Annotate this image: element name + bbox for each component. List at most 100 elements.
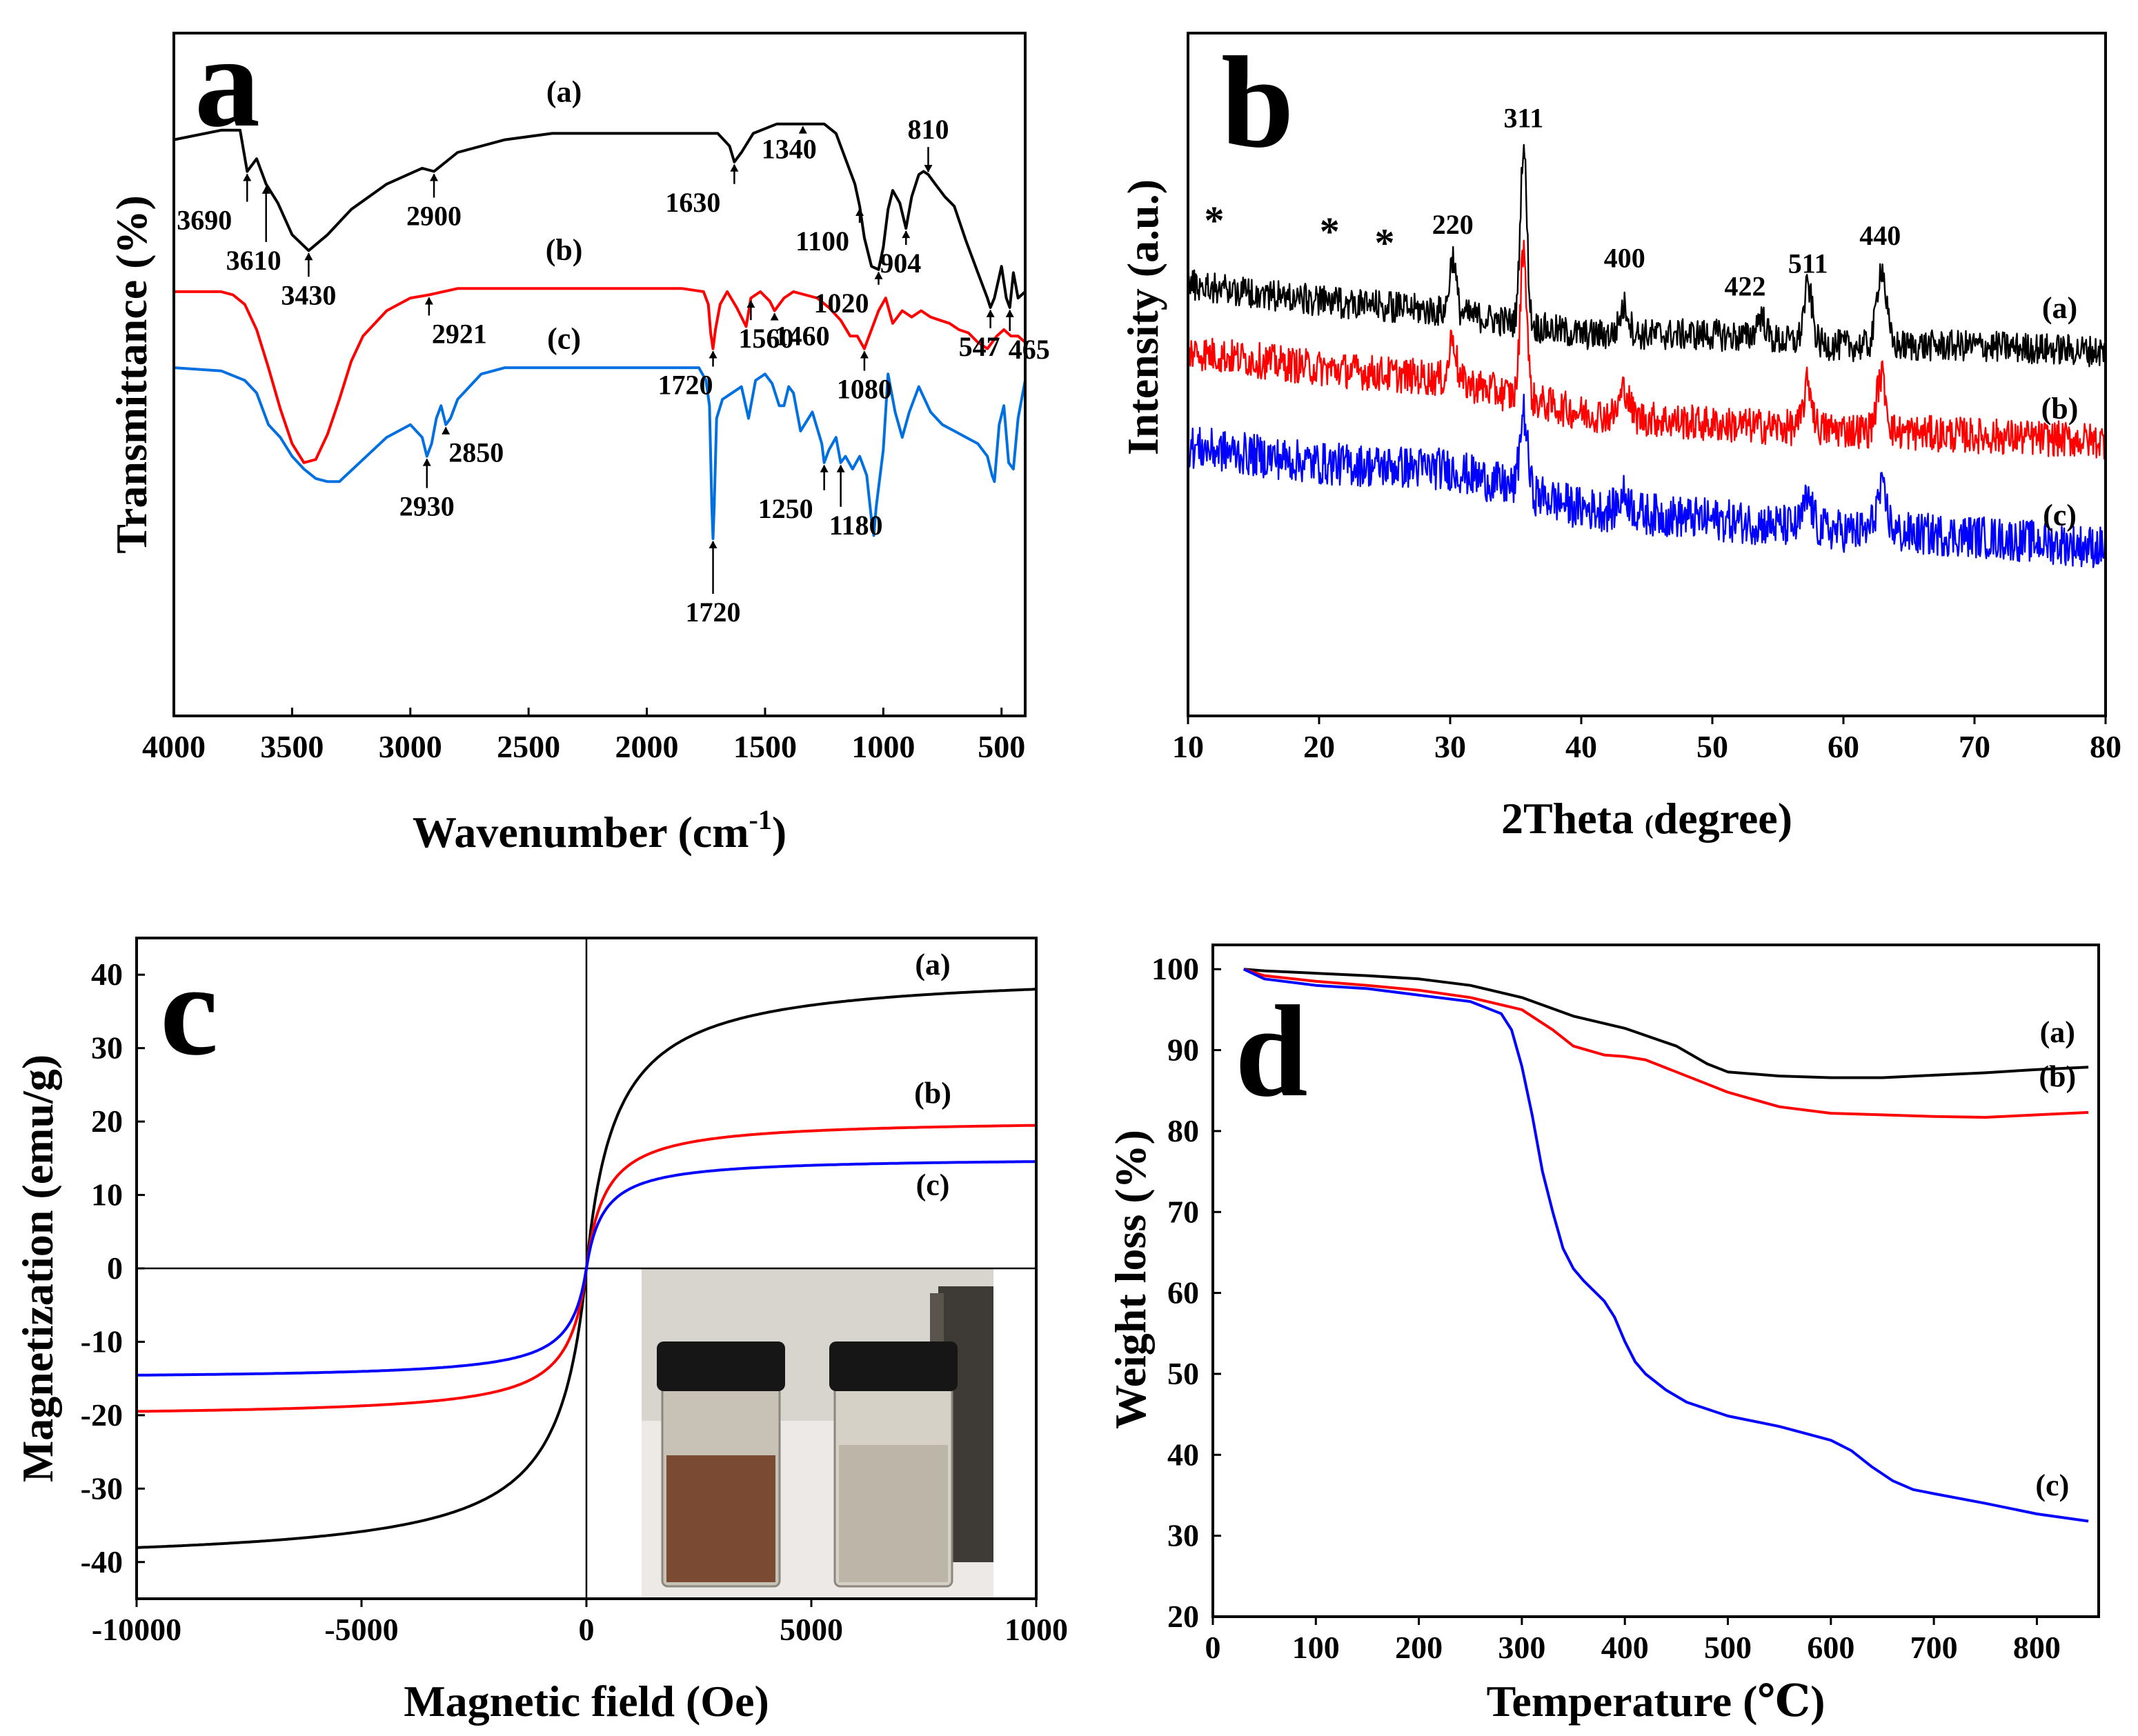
panel-a-ylabel: Transmittance (%) bbox=[107, 195, 156, 554]
peak-arrow bbox=[836, 464, 845, 472]
panel-b-xrd: * * * 220 311 400 422 511 440 (a) (b) (c) 10 20 30 40 5… bbox=[1118, 30, 2121, 843]
impurity-marker: * bbox=[1205, 198, 1225, 243]
panel-b-ylabel: Intensity (a.u.) bbox=[1118, 179, 1167, 455]
peak-annotation: 810 bbox=[907, 114, 949, 145]
impurity-marker: * bbox=[1375, 220, 1395, 265]
y-tick-label: -20 bbox=[81, 1397, 123, 1433]
panel-b-x-ticks: 10 20 30 40 50 60 70 80 bbox=[1172, 716, 2121, 764]
x-tick-label: 700 bbox=[1910, 1630, 1958, 1665]
x-tick-label: 0 bbox=[579, 1612, 595, 1647]
inset-vial-left-cap bbox=[657, 1341, 785, 1391]
series-label-a: (a) bbox=[546, 75, 582, 109]
x-tick-label: 80 bbox=[2090, 729, 2121, 764]
x-tick-label: 40 bbox=[1565, 729, 1597, 764]
peak-arrow bbox=[243, 173, 252, 181]
x-tick-label: 1500 bbox=[733, 729, 797, 764]
peak-annotation: 1250 bbox=[758, 493, 813, 524]
xrd-series-a-line bbox=[1187, 143, 2106, 368]
peak-index-label: 440 bbox=[1859, 220, 1901, 251]
x-tick-label: 800 bbox=[2013, 1630, 2061, 1665]
x-tick-label: 70 bbox=[1959, 729, 1990, 764]
peak-annotation: 1720 bbox=[658, 370, 713, 401]
peak-arrow bbox=[902, 230, 911, 239]
panel-d-frame bbox=[1211, 944, 2100, 1618]
peak-arrow bbox=[770, 312, 779, 321]
inset-photo-vials bbox=[642, 1269, 993, 1597]
y-tick-label: 40 bbox=[91, 957, 123, 992]
peak-annotation: 1100 bbox=[795, 226, 849, 257]
x-tick-label: 60 bbox=[1828, 729, 1859, 764]
y-tick-label: -40 bbox=[81, 1544, 123, 1579]
x-tick-label: 500 bbox=[1704, 1630, 1752, 1665]
peak-annotation: 3430 bbox=[281, 279, 336, 310]
series-label-c: (c) bbox=[2035, 1468, 2069, 1502]
peak-annotation: 1460 bbox=[775, 320, 830, 351]
ftir-series-c-line bbox=[173, 366, 1027, 540]
peak-arrow bbox=[798, 126, 807, 134]
panel-c-ticks: -10000 -5000 0 5000 1000 -40 -30 -20 -10 0 10 20 30 4… bbox=[81, 957, 1068, 1647]
series-label-c: (c) bbox=[916, 1168, 950, 1202]
ftir-series-a-line bbox=[173, 122, 1027, 309]
series-label-a: (a) bbox=[2040, 1015, 2075, 1049]
peak-arrow bbox=[730, 163, 739, 172]
peak-annotation: 1080 bbox=[837, 374, 892, 405]
series-label-b: (b) bbox=[914, 1077, 951, 1110]
panel-b-plot-area: * * * 220 311 400 422 511 440 (a) (b) (c) bbox=[1187, 102, 2106, 568]
panel-a-frame bbox=[172, 32, 1027, 717]
peak-arrow bbox=[709, 540, 717, 548]
peak-annotation: 3610 bbox=[226, 245, 281, 276]
y-tick-label: 10 bbox=[91, 1177, 123, 1213]
panel-a-xlabel: Wavenumber (cm-1) bbox=[413, 804, 786, 857]
inset-vial-left-liquid bbox=[666, 1455, 775, 1582]
peak-arrow bbox=[422, 458, 431, 466]
x-tick-label: 10 bbox=[1172, 729, 1204, 764]
peak-arrow bbox=[442, 426, 451, 435]
panel-c-ylabel: Magnetization (emu/g) bbox=[13, 1055, 62, 1482]
ftir-series-b-line bbox=[174, 287, 1027, 464]
series-label-b: (b) bbox=[2041, 392, 2079, 426]
y-tick-label: 90 bbox=[1167, 1032, 1199, 1068]
peak-annotation: 1180 bbox=[829, 510, 883, 541]
tga-series-c-line bbox=[1243, 968, 2089, 1523]
peak-arrow bbox=[430, 173, 439, 181]
x-tick-label: 600 bbox=[1807, 1630, 1854, 1665]
y-tick-label: 20 bbox=[91, 1104, 123, 1139]
panel-d-tga: (a) (b) (c) 0 100 200 300 400 500 600 700 800 20 30 4… bbox=[1106, 944, 2100, 1726]
x-tick-label: 500 bbox=[978, 729, 1025, 764]
peak-arrow bbox=[304, 252, 313, 261]
xrd-series-b-line bbox=[1187, 239, 2106, 460]
x-tick-label: 100 bbox=[1292, 1630, 1340, 1665]
series-label-c: (c) bbox=[2043, 499, 2077, 532]
peak-index-label: 511 bbox=[1788, 248, 1828, 279]
tga-series-a-line bbox=[1243, 968, 2089, 1079]
peak-annotation: 547 bbox=[959, 331, 1000, 362]
x-tick-label: 1000 bbox=[1004, 1612, 1068, 1647]
x-tick-label: 400 bbox=[1601, 1630, 1649, 1665]
peak-index-label: 311 bbox=[1504, 102, 1544, 133]
x-tick-label: 3500 bbox=[260, 729, 324, 764]
peak-arrow bbox=[424, 297, 433, 305]
panel-b-frame bbox=[1187, 32, 2107, 717]
panel-b-xlabel: 2Theta (degree) bbox=[1501, 794, 1792, 843]
peak-arrow bbox=[709, 350, 717, 359]
x-tick-label: 3000 bbox=[379, 729, 442, 764]
y-tick-label: 30 bbox=[1167, 1518, 1199, 1553]
x-tick-label: 0 bbox=[1205, 1630, 1221, 1665]
peak-arrow bbox=[820, 464, 829, 472]
panel-c-magnetization: (a)(b)(c) -10000 -5000 0 5000 1000-40-30-20-… bbox=[13, 937, 1068, 1726]
x-tick-label: 2500 bbox=[497, 729, 560, 764]
peak-annotation: 904 bbox=[880, 248, 921, 279]
series-label-a: (a) bbox=[915, 948, 950, 981]
panel-b-letter: b bbox=[1221, 30, 1294, 175]
xrd-series-c-line bbox=[1187, 393, 2106, 568]
y-tick-label: 0 bbox=[107, 1250, 123, 1286]
panel-d-letter: d bbox=[1235, 979, 1308, 1124]
x-tick-label: 30 bbox=[1434, 729, 1466, 764]
peak-arrow bbox=[746, 300, 755, 308]
x-tick-label: 50 bbox=[1696, 729, 1728, 764]
x-tick-label: -5000 bbox=[324, 1612, 398, 1647]
peak-arrow bbox=[874, 271, 883, 279]
